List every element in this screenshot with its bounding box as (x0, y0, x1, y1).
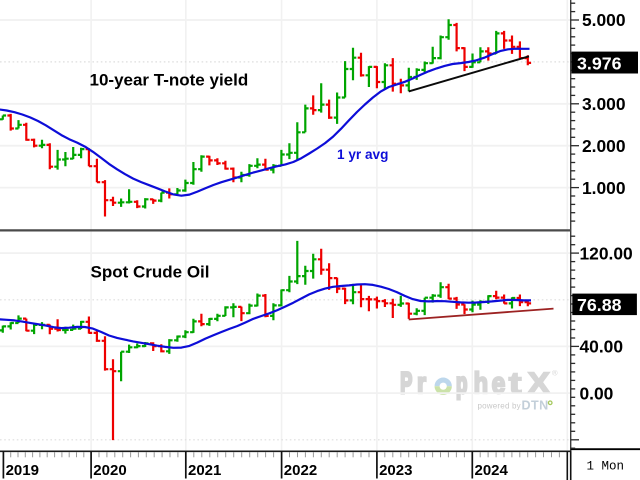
svg-text:5.000: 5.000 (582, 10, 626, 30)
svg-text:1 yr avg: 1 yr avg (337, 147, 388, 162)
svg-text:0.00: 0.00 (580, 383, 614, 403)
svg-text:2020: 2020 (93, 462, 126, 479)
svg-text:3.000: 3.000 (582, 94, 626, 114)
svg-text:2.000: 2.000 (582, 136, 626, 156)
svg-text:e: e (492, 366, 506, 400)
svg-text:2022: 2022 (284, 462, 317, 479)
svg-text:40.00: 40.00 (580, 337, 624, 357)
svg-text:Spot Crude Oil: Spot Crude Oil (91, 263, 210, 282)
svg-text:t: t (509, 367, 522, 400)
svg-text:P: P (400, 368, 412, 401)
svg-text:2021: 2021 (188, 462, 221, 479)
svg-text:DTN: DTN (522, 399, 549, 413)
svg-text:powered by: powered by (478, 402, 521, 411)
svg-text:p: p (456, 367, 467, 401)
svg-text:1 Mon: 1 Mon (587, 460, 625, 474)
svg-text:10-year T-note yield: 10-year T-note yield (90, 71, 249, 90)
svg-text:2019: 2019 (6, 462, 39, 479)
svg-text:1.000: 1.000 (582, 178, 626, 198)
svg-text:2024: 2024 (475, 462, 509, 479)
svg-text:®: ® (552, 369, 558, 378)
svg-text:76.88: 76.88 (577, 295, 622, 315)
svg-text:3.976: 3.976 (577, 54, 622, 74)
svg-text:X: X (528, 366, 550, 400)
svg-text:r: r (417, 366, 427, 399)
svg-text:120.00: 120.00 (580, 243, 633, 263)
svg-text:h: h (474, 367, 488, 400)
svg-text:2023: 2023 (379, 462, 412, 479)
